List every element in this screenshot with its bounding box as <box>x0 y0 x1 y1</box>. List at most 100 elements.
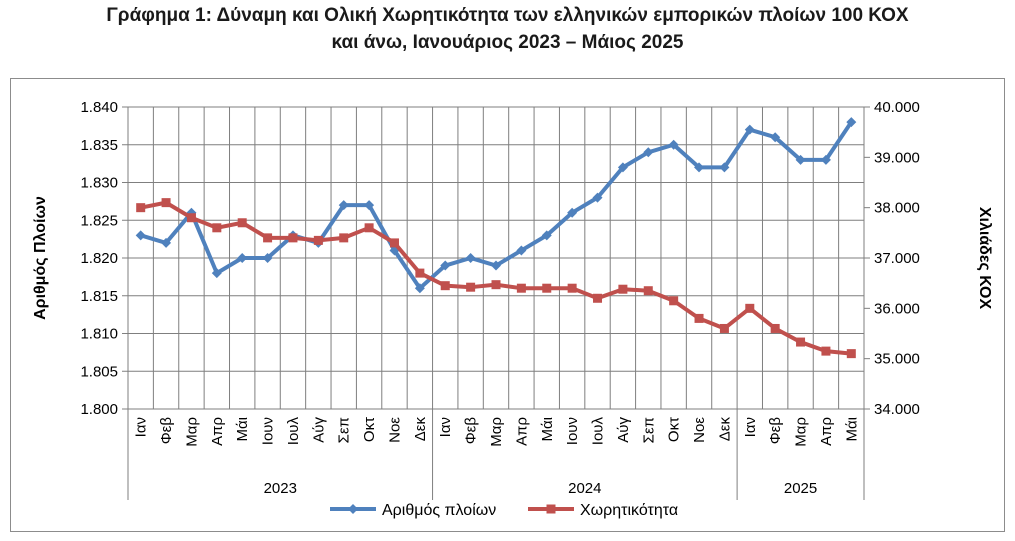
x-axis-month-label: Απρ <box>209 417 226 446</box>
right-axis-title: Χιλιάδες ΚΟΧ <box>976 207 993 310</box>
data-point <box>821 346 831 356</box>
data-point <box>466 282 476 292</box>
x-axis-month-label: Σεπ <box>640 417 657 443</box>
data-point <box>237 218 247 228</box>
data-point <box>593 293 603 303</box>
data-point <box>161 198 171 208</box>
x-axis-month-label: Νοε <box>386 417 403 443</box>
data-point <box>719 162 730 173</box>
data-point <box>567 283 577 293</box>
x-axis-month-label: Ιαν <box>742 417 759 437</box>
left-axis-tick-label: 1.820 <box>80 250 118 267</box>
data-point <box>414 283 425 294</box>
data-point <box>491 260 501 271</box>
left-axis: 1.800 1.805 1.810 1.815 1.820 1.825 1.830 1.835… <box>80 99 128 418</box>
left-axis-title: Αριθμός Πλοίων <box>32 196 49 320</box>
x-axis-month-label: Ιαν <box>437 417 454 437</box>
left-axis-tick-label: 1.825 <box>80 212 118 229</box>
x-axis-year-label: 2023 <box>264 480 297 497</box>
data-point <box>618 284 628 294</box>
data-point <box>617 162 628 173</box>
x-axis-month-label: Ιαν <box>133 417 150 437</box>
chart-frame <box>10 78 1005 532</box>
data-point <box>770 132 781 143</box>
data-point <box>795 154 806 165</box>
data-point <box>516 245 527 256</box>
x-axis-month-label: Μαρ <box>183 417 200 447</box>
data-point <box>313 235 323 245</box>
legend-item: Αριθμός πλοίων <box>330 502 496 519</box>
legend-label: Χωρητικότητα <box>580 502 678 519</box>
x-axis-month-label: Μαρ <box>793 417 810 447</box>
data-point <box>161 237 172 248</box>
data-point <box>744 124 755 135</box>
data-point <box>567 207 578 218</box>
x-axis-month-label: Οκτ <box>361 417 378 442</box>
data-point <box>364 200 375 211</box>
x-axis-month-label: Απρ <box>513 417 530 446</box>
chart-title: Γράφημα 1: Δύναμη και Ολική Χωρητικότητα… <box>0 2 1015 56</box>
data-point <box>440 260 451 271</box>
left-axis-tick-label: 1.830 <box>80 175 118 192</box>
data-point <box>694 313 704 323</box>
data-point <box>389 238 399 248</box>
x-axis-month-label: Δεκ <box>412 417 429 442</box>
x-axis-month-label: Δεκ <box>716 417 733 442</box>
legend: Αριθμός πλοίων Χωρητικότητα <box>330 502 678 519</box>
right-axis-tick-label: 34.000 <box>874 401 920 418</box>
x-axis: Ιαν Φεβ Μαρ Απρ Μάι Ιουν Ιουλ Αύγ Σεπ Οκτ Νοε Δεκ Ια… <box>127 409 865 500</box>
data-point <box>820 154 831 165</box>
x-axis-month-label: Σεπ <box>336 417 353 443</box>
data-point <box>212 223 222 233</box>
data-point <box>263 233 273 243</box>
data-point <box>643 286 653 296</box>
data-point <box>288 233 298 243</box>
series-line <box>140 200 852 356</box>
data-point <box>542 283 552 293</box>
x-axis-month-label: Ιουν <box>564 417 581 445</box>
series-tonnage <box>136 198 856 359</box>
data-point <box>694 162 705 173</box>
data-point <box>465 253 476 263</box>
x-axis-month-label: Μάι <box>539 417 556 442</box>
left-axis-tick-label: 1.840 <box>80 99 118 116</box>
x-axis-year-label: 2024 <box>568 480 601 497</box>
data-point <box>186 213 196 223</box>
x-axis-month-label: Ιουν <box>260 417 277 445</box>
x-axis-month-label: Μάι <box>234 417 251 442</box>
right-axis-tick-label: 40.000 <box>874 99 920 116</box>
x-axis-month-label: Οκτ <box>666 417 683 442</box>
data-point <box>262 253 273 263</box>
legend-label: Αριθμός πλοίων <box>382 502 496 519</box>
legend-marker <box>348 504 358 514</box>
data-point <box>364 223 374 233</box>
data-point <box>745 303 755 313</box>
series-vessel-count <box>135 117 857 294</box>
data-point <box>135 230 146 241</box>
x-axis-month-label: Ιουλ <box>590 417 607 446</box>
data-point <box>846 117 857 128</box>
x-axis-month-label: Αύγ <box>615 417 632 443</box>
data-point <box>770 323 780 333</box>
chart-title-line-1: Γράφημα 1: Δύναμη και Ολική Χωρητικότητα… <box>106 5 909 26</box>
data-point <box>643 147 654 158</box>
data-point <box>796 337 806 347</box>
right-axis-tick-label: 38.000 <box>874 200 920 217</box>
legend-item: Χωρητικότητα <box>528 502 678 519</box>
left-axis-tick-label: 1.800 <box>80 401 118 418</box>
legend-marker <box>546 504 556 514</box>
data-point <box>237 253 248 263</box>
data-point <box>338 200 349 211</box>
x-axis-year-label: 2025 <box>784 480 817 497</box>
right-axis-tick-label: 36.000 <box>874 300 920 317</box>
data-point <box>136 203 146 213</box>
right-axis-tick-label: 39.000 <box>874 149 920 166</box>
data-point <box>541 230 552 241</box>
data-point <box>669 296 679 306</box>
right-axis-tick-label: 37.000 <box>874 250 920 267</box>
data-point <box>415 268 425 278</box>
x-axis-month-label: Φεβ <box>767 417 784 445</box>
x-axis-month-label: Ιουλ <box>285 417 302 446</box>
x-axis-month-label: Αύγ <box>310 417 327 443</box>
right-axis-tick-label: 35.000 <box>874 351 920 368</box>
